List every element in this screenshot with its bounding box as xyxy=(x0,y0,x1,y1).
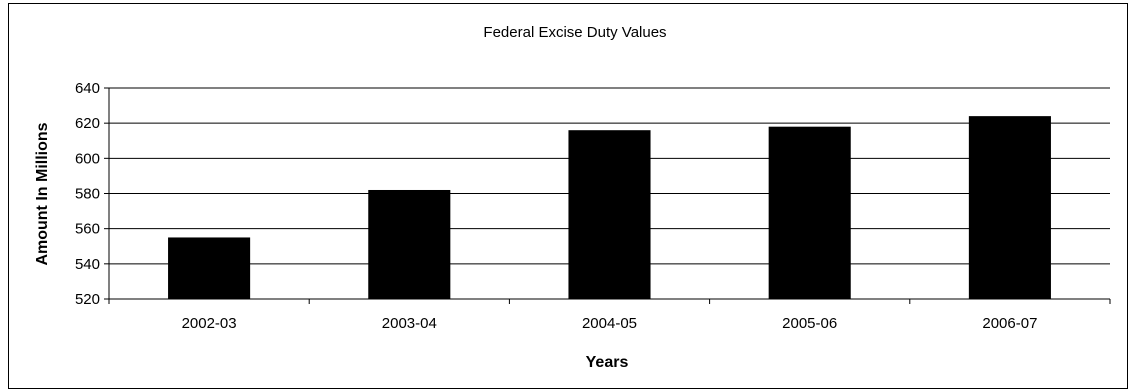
x-tick-label: 2006-07 xyxy=(982,315,1037,332)
y-tick-label: 580 xyxy=(75,186,100,203)
y-tick-label: 520 xyxy=(75,291,100,308)
y-tick-labels: 520 540 560 580 600 620 640 xyxy=(75,80,100,308)
y-axis-title: Amount In Millions xyxy=(34,122,51,265)
y-tick-label: 560 xyxy=(75,221,100,238)
bar-2006-07 xyxy=(969,116,1051,299)
x-axis-title: Years xyxy=(586,354,629,371)
x-tick-label: 2004-05 xyxy=(582,315,637,332)
chart-title: Federal Excise Duty Values xyxy=(483,24,666,41)
y-tick-label: 600 xyxy=(75,150,100,167)
bar-2004-05 xyxy=(568,130,650,299)
x-tick-label: 2002-03 xyxy=(182,315,237,332)
x-tick-label: 2005-06 xyxy=(782,315,837,332)
bars xyxy=(168,116,1051,299)
x-tick-label: 2003-04 xyxy=(382,315,437,332)
bar-2005-06 xyxy=(769,127,851,299)
y-tick-label: 540 xyxy=(75,256,100,273)
y-tick-label: 620 xyxy=(75,115,100,132)
bar-2003-04 xyxy=(368,190,450,299)
x-tick-labels: 2002-03 2003-04 2004-05 2005-06 2006-07 xyxy=(182,315,1038,332)
y-tick-label: 640 xyxy=(75,80,100,97)
bar-2002-03 xyxy=(168,237,250,299)
